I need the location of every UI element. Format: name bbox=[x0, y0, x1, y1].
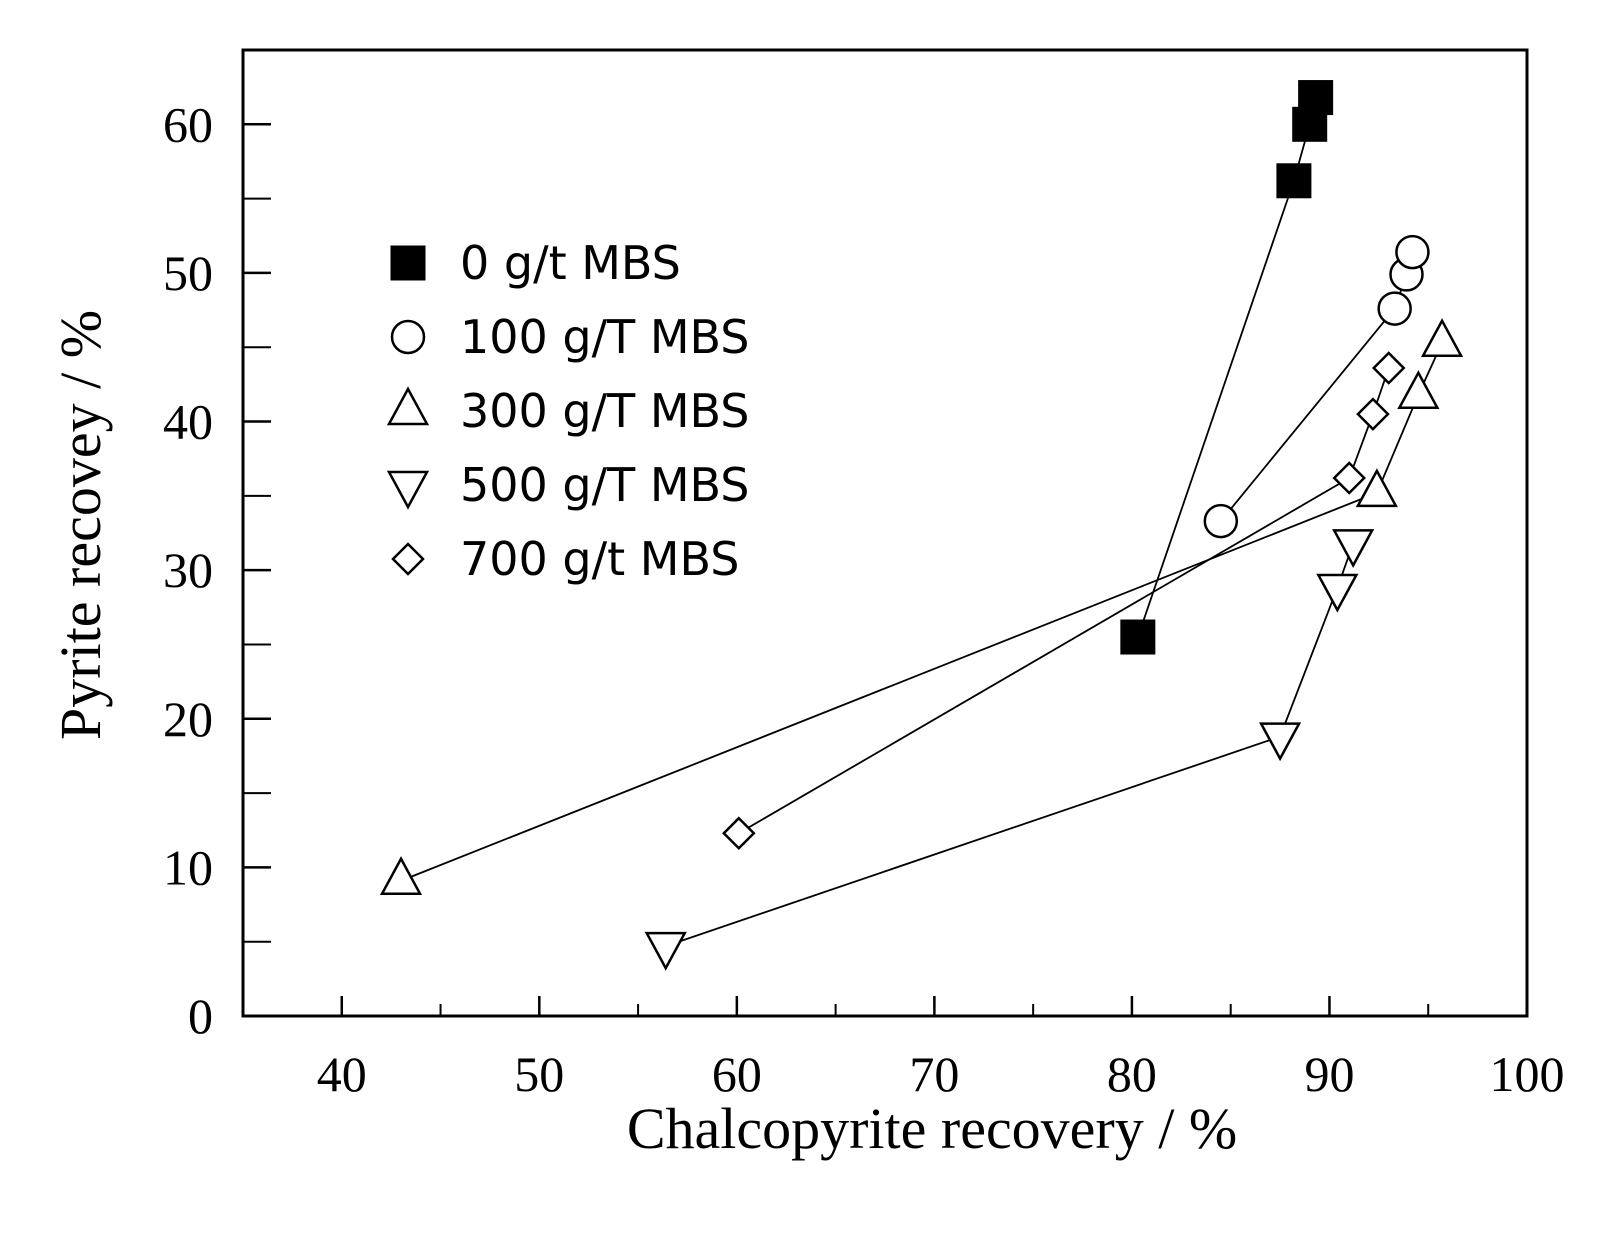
legend-marker-1 bbox=[390, 319, 426, 355]
x-tick-label: 100 bbox=[1490, 1046, 1565, 1102]
x-tick-label: 40 bbox=[317, 1046, 367, 1102]
legend-marker-3 bbox=[386, 470, 430, 510]
data-point-series-3 bbox=[1258, 722, 1302, 762]
legend-label-0: 0 g/t MBS bbox=[460, 236, 681, 290]
series-line-2 bbox=[400, 342, 1443, 882]
series-line-1 bbox=[1220, 251, 1414, 522]
data-point-series-2 bbox=[1420, 318, 1464, 358]
data-point-series-3 bbox=[1316, 573, 1359, 613]
plot-frame bbox=[241, 48, 1529, 1018]
legend-marker-2 bbox=[386, 386, 430, 426]
x-axis-title: Chalcopyrite recovery / % bbox=[627, 1096, 1237, 1161]
y-tick-label: 60 bbox=[163, 96, 213, 152]
data-point-series-4 bbox=[1332, 461, 1366, 495]
data-point-series-4 bbox=[1356, 397, 1390, 431]
legend-label-4: 700 g/t MBS bbox=[460, 532, 739, 586]
legend-marker-0 bbox=[390, 245, 426, 281]
data-point-series-1 bbox=[1395, 234, 1430, 270]
y-tick-label: 0 bbox=[188, 988, 213, 1044]
x-tick-label: 80 bbox=[1107, 1046, 1157, 1102]
legend-marker-4 bbox=[391, 542, 425, 576]
data-point-series-3 bbox=[1332, 529, 1375, 569]
data-point-series-1 bbox=[1377, 291, 1412, 326]
legend-label-2: 300 g/T MBS bbox=[460, 384, 749, 438]
data-point-series-2 bbox=[1355, 468, 1398, 508]
x-tick-label: 90 bbox=[1304, 1046, 1354, 1102]
y-tick-label: 20 bbox=[163, 691, 213, 747]
y-tick-label: 30 bbox=[163, 542, 213, 598]
legend-label-1: 100 g/T MBS bbox=[460, 310, 749, 364]
x-tick-label: 50 bbox=[514, 1046, 564, 1102]
legend: 0 g/t MBS 100 g/T MBS 300 g/T MBS 500 g/T M… bbox=[386, 236, 749, 586]
y-axis-title: Pyrite recovey / % bbox=[48, 310, 113, 740]
data-point-series-2 bbox=[379, 856, 423, 896]
data-point-series-4 bbox=[722, 816, 756, 850]
data-point-series-2 bbox=[1397, 370, 1440, 410]
x-tick-label: 60 bbox=[712, 1046, 762, 1102]
data-point-series-4 bbox=[1371, 351, 1406, 385]
data-point-series-0 bbox=[1298, 80, 1334, 116]
y-tick-label: 10 bbox=[163, 839, 213, 895]
data-point-series-0 bbox=[1120, 619, 1156, 655]
series-line-3 bbox=[665, 543, 1355, 948]
data-point-series-1 bbox=[1203, 503, 1239, 539]
data-point-series-0 bbox=[1276, 163, 1312, 199]
y-tick-label: 50 bbox=[163, 245, 213, 301]
x-tick-label: 70 bbox=[909, 1046, 959, 1102]
data-point-series-3 bbox=[644, 931, 687, 971]
y-tick-label: 40 bbox=[163, 394, 213, 450]
legend-label-3: 500 g/T MBS bbox=[460, 458, 749, 512]
series-line-4 bbox=[738, 367, 1390, 834]
